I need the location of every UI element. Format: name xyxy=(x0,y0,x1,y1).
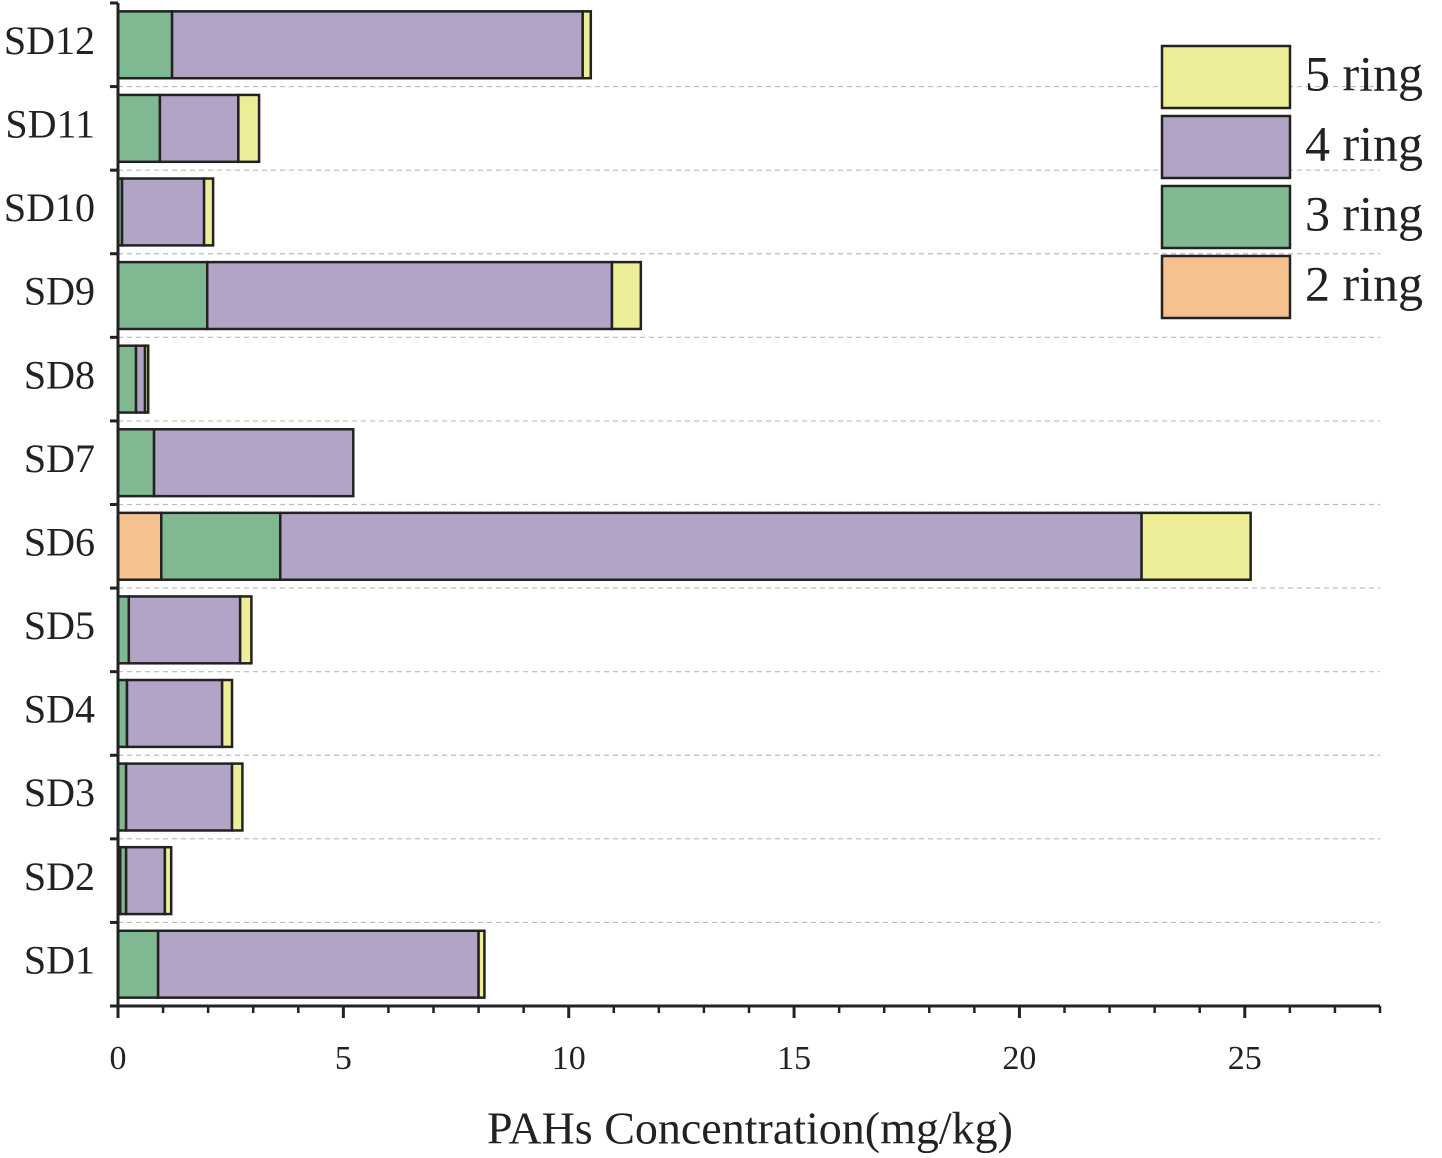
bar-segment xyxy=(279,511,1143,581)
legend-swatch xyxy=(1160,254,1292,320)
legend-swatch xyxy=(1160,184,1292,250)
y-tick-label: SD12 xyxy=(4,18,95,63)
y-tick-label: SD6 xyxy=(24,519,95,564)
bar-segment xyxy=(143,344,150,414)
y-tick-label: SD11 xyxy=(5,102,95,147)
bar-segment xyxy=(127,595,242,665)
bar-segment xyxy=(581,10,593,80)
bar-segment xyxy=(158,93,240,164)
bar-segment xyxy=(125,678,224,749)
y-tick-label: SD9 xyxy=(24,269,95,314)
x-tick-label: 5 xyxy=(335,1040,352,1077)
bar-segment xyxy=(163,845,173,916)
bar-segment xyxy=(205,260,614,331)
legend-label: 2 ring xyxy=(1305,255,1423,311)
x-tick-label: 15 xyxy=(777,1040,811,1077)
bar-segment xyxy=(477,929,486,999)
legend-label: 3 ring xyxy=(1305,185,1423,241)
bar-segment xyxy=(116,344,138,414)
legend-label: 5 ring xyxy=(1305,45,1423,101)
bar-segment xyxy=(116,428,156,498)
bar-segment xyxy=(220,678,234,749)
bar-segment xyxy=(116,93,162,164)
bar-segment xyxy=(116,929,160,999)
legend-swatch xyxy=(1160,44,1292,110)
x-tick-label: 0 xyxy=(110,1040,127,1077)
bar-segment xyxy=(160,511,282,581)
y-tick-label: SD10 xyxy=(4,185,95,230)
bar-segment xyxy=(116,10,174,80)
x-tick-label: 25 xyxy=(1228,1040,1262,1077)
x-tick-label: 10 xyxy=(552,1040,586,1077)
bar-segment xyxy=(116,511,163,581)
bar-segment xyxy=(124,762,234,832)
bar-segment xyxy=(237,93,261,164)
bar-segment xyxy=(124,845,167,916)
bar-segment xyxy=(202,177,215,247)
bar-segment xyxy=(230,762,244,832)
bar-segment xyxy=(116,595,131,665)
y-tick-label: SD8 xyxy=(24,352,95,397)
bar-segment xyxy=(238,595,253,665)
bar-segment xyxy=(152,428,355,498)
y-tick-label: SD4 xyxy=(24,687,95,732)
bar-segment xyxy=(134,344,147,414)
bar-segment xyxy=(116,260,209,331)
legend-label: 4 ring xyxy=(1305,115,1423,171)
bar-segment xyxy=(170,10,584,80)
bar-segment xyxy=(1140,511,1252,581)
x-tick-label: 20 xyxy=(1002,1040,1036,1077)
y-tick-label: SD5 xyxy=(24,603,95,648)
legend-swatch xyxy=(1160,114,1292,180)
x-axis-label: PAHs Concentration(mg/kg) xyxy=(487,1103,1013,1154)
y-tick-label: SD1 xyxy=(24,937,95,982)
bar-segment xyxy=(120,177,206,247)
y-tick-label: SD3 xyxy=(24,770,95,815)
bar-segment xyxy=(610,260,643,331)
y-tick-label: SD2 xyxy=(24,854,95,899)
bar-segment xyxy=(156,929,480,999)
y-tick-label: SD7 xyxy=(24,436,95,481)
